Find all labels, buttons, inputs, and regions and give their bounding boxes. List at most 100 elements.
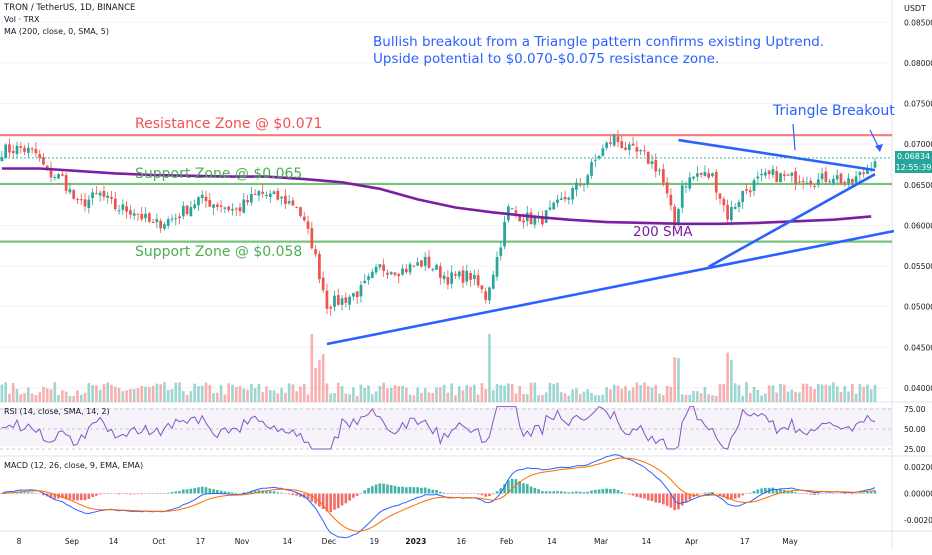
candle-body [19,146,23,148]
ma-legend[interactable]: MA (200, close, 0, SMA, 5) [4,27,110,36]
macd-histogram-bar [654,493,658,503]
macd-histogram-bar [537,489,540,494]
volume-bar [8,393,11,402]
price-tick-label: 0.07000 [904,140,932,149]
candle-body [680,185,684,208]
volume-bar [522,393,525,402]
candle-body [11,150,15,153]
volume-legend[interactable]: Vol · TRX [4,15,40,24]
macd-histogram-bar [828,493,831,494]
macd-histogram-bar [624,493,627,494]
macd-histogram-bar [302,493,306,498]
candle-body [711,173,714,176]
macd-histogram-bar [507,480,510,494]
macd-histogram-bar [23,492,26,494]
macd-histogram-bar [586,491,590,494]
volume-bar [200,385,204,402]
macd-histogram-bar [27,492,30,494]
macd-histogram-bar [794,492,797,494]
macd-histogram-bar [801,493,805,494]
volume-bar [23,393,26,402]
candle-body [442,275,446,280]
candle-body [117,210,121,212]
macd-histogram-bar [38,493,42,495]
macd-histogram-bar [200,486,204,494]
symbol-legend[interactable]: TRON / TetherUS, 1D, BINANCE [4,3,136,13]
macd-histogram-bar [518,481,522,494]
candle-body [212,204,215,208]
macd-legend[interactable]: MACD (12, 26, close, 9, EMA, EMA) [4,461,144,470]
candle-body [178,216,181,219]
volume-bar [726,352,729,402]
candle-body [242,199,246,213]
volume-bar [537,395,540,402]
macd-histogram-bar [49,493,53,498]
candle-body [541,216,544,225]
macd-histogram-bar [816,493,820,495]
candle-body [166,219,170,226]
macd-histogram-bar [291,493,295,496]
volume-bar [30,393,34,402]
volume-bar [38,392,42,402]
volume-bar [68,395,72,402]
volume-bar [722,383,726,402]
candle-body [91,192,94,199]
volume-bar [363,387,367,402]
macd-histogram-bar [533,487,537,494]
macd-histogram-bar [223,491,227,494]
rsi-band [0,408,892,446]
volume-bar [367,385,370,402]
macd-histogram-bar [333,493,336,510]
volume-bar [370,394,374,402]
volume-bar [42,386,45,402]
candle-body [170,218,174,220]
volume-bar [862,386,865,402]
candle-body [677,209,680,225]
volume-bar [737,384,741,402]
macd-histogram-bar [431,489,435,494]
candle-body [291,200,295,206]
macd-histogram-bar [401,486,404,494]
rsi-legend[interactable]: RSI (14, close, SMA, 14, 2) [4,407,110,416]
volume-bar [805,383,809,402]
volume-bar [798,392,801,402]
volume-bar [197,386,200,402]
volume-bar [673,357,676,402]
macd-histogram-bar [737,493,741,498]
macd-histogram-bar [363,490,367,494]
candle-body [533,217,537,225]
volume-bar [858,384,862,402]
candle-body [627,144,631,151]
macd-tick-label: 0.00200 [904,463,932,472]
volume-bar [454,395,457,402]
volume-bar [571,389,574,402]
volume-bar [756,390,760,402]
candle-body [771,169,775,175]
candle-body [510,208,514,210]
candle-body [189,207,193,217]
volume-bar [442,384,446,402]
candle-body [820,173,824,180]
volume-bar [760,395,763,402]
volume-bar [850,383,854,402]
volume-bar [110,384,113,402]
macd-histogram-bar [30,492,34,494]
volume-bar [132,389,136,402]
x-tick-label: Apr [685,537,699,546]
volume-bar [193,383,196,402]
candle-body [306,221,310,229]
volume-bar [102,384,106,402]
macd-histogram-bar [336,493,340,509]
macd-histogram-bar [775,489,779,494]
volume-bar [95,385,98,402]
candle-body [404,268,408,273]
candle-body [355,291,359,298]
macd-histogram-bar [329,493,333,512]
macd-histogram-bar [711,492,714,494]
x-tick-label: 2023 [405,537,426,546]
trendline-triangle-top [678,138,876,172]
volume-bar [507,383,510,402]
macd-histogram-bar [850,493,854,495]
